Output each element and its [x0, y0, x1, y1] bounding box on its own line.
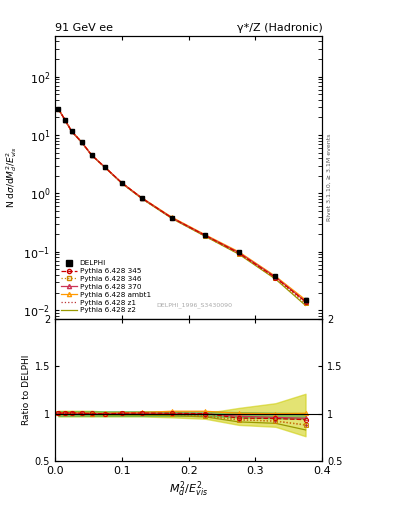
Y-axis label: N d$\sigma$/d$M^2_d$/$E^2_{vis}$: N d$\sigma$/d$M^2_d$/$E^2_{vis}$ [4, 146, 19, 208]
Text: 91 GeV ee: 91 GeV ee [55, 23, 113, 33]
Text: DELPHI_1996_S3430090: DELPHI_1996_S3430090 [156, 302, 232, 308]
Y-axis label: Rivet 3.1.10, ≥ 3.1M events: Rivet 3.1.10, ≥ 3.1M events [327, 134, 331, 221]
Legend: DELPHI, Pythia 6.428 345, Pythia 6.428 346, Pythia 6.428 370, Pythia 6.428 ambt1: DELPHI, Pythia 6.428 345, Pythia 6.428 3… [59, 258, 153, 315]
Y-axis label: Ratio to DELPHI: Ratio to DELPHI [22, 355, 31, 425]
Text: γ*/Z (Hadronic): γ*/Z (Hadronic) [237, 23, 322, 33]
X-axis label: $M^2_d/E^2_{vis}$: $M^2_d/E^2_{vis}$ [169, 480, 208, 499]
